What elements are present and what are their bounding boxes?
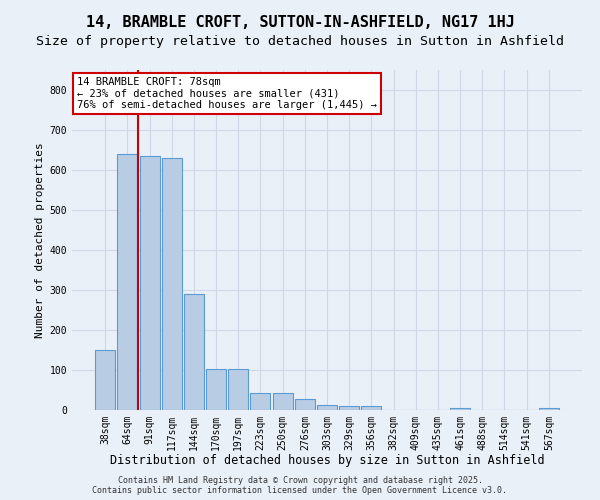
Bar [118,154,137,410]
Bar [339,406,359,410]
Bar [272,393,293,410]
Bar [317,405,337,410]
Bar [162,158,182,410]
Bar [295,399,315,410]
Bar [184,294,204,410]
Y-axis label: Number of detached properties: Number of detached properties [35,142,46,338]
Text: 14 BRAMBLE CROFT: 78sqm
← 23% of detached houses are smaller (431)
76% of semi-d: 14 BRAMBLE CROFT: 78sqm ← 23% of detache… [77,77,377,110]
X-axis label: Distribution of detached houses by size in Sutton in Ashfield: Distribution of detached houses by size … [110,454,544,468]
Text: Size of property relative to detached houses in Sutton in Ashfield: Size of property relative to detached ho… [36,35,564,48]
Bar [539,408,559,410]
Text: Contains HM Land Registry data © Crown copyright and database right 2025.
Contai: Contains HM Land Registry data © Crown c… [92,476,508,495]
Text: 14, BRAMBLE CROFT, SUTTON-IN-ASHFIELD, NG17 1HJ: 14, BRAMBLE CROFT, SUTTON-IN-ASHFIELD, N… [86,15,514,30]
Bar [361,406,382,410]
Bar [250,393,271,410]
Bar [140,156,160,410]
Bar [228,369,248,410]
Bar [206,369,226,410]
Bar [95,350,115,410]
Bar [450,408,470,410]
